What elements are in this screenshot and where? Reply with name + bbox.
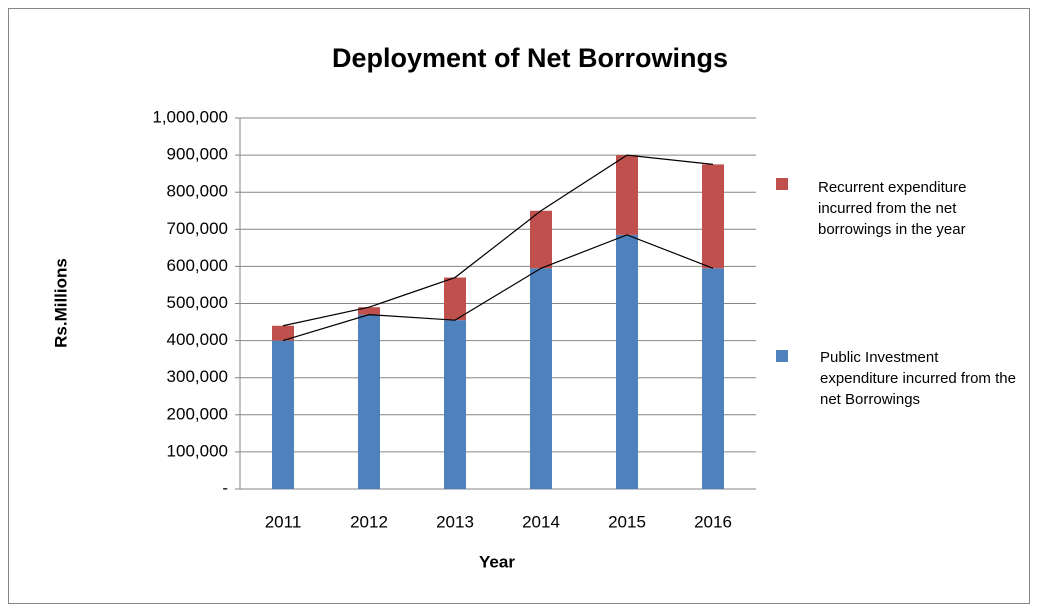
bar-segment bbox=[702, 268, 724, 489]
x-tick-label: 2014 bbox=[522, 512, 560, 531]
legend-swatch bbox=[776, 178, 788, 190]
chart-title: Deployment of Net Borrowings bbox=[332, 43, 728, 73]
y-tick-label: 100,000 bbox=[167, 441, 228, 460]
x-tick-label: 2012 bbox=[350, 512, 388, 531]
bar-segment bbox=[616, 155, 638, 235]
x-axis-title: Year bbox=[479, 552, 515, 571]
y-axis-title: Rs.Millions bbox=[51, 258, 70, 348]
bar-segment bbox=[530, 268, 552, 489]
bar-segment bbox=[616, 234, 638, 489]
bar-segment bbox=[358, 307, 380, 315]
legend-label: Recurrent expenditure incurred from the … bbox=[818, 179, 967, 238]
chart-border bbox=[8, 8, 1030, 604]
x-tick-label: 2015 bbox=[608, 512, 646, 531]
bar-segment bbox=[272, 325, 294, 341]
bar-segment bbox=[530, 210, 552, 269]
y-tick-label: 400,000 bbox=[167, 330, 228, 349]
y-tick-label: 1,000,000 bbox=[152, 107, 228, 126]
bar-segment bbox=[444, 320, 466, 489]
y-tick-label: 900,000 bbox=[167, 145, 228, 164]
legend-label: Public Investment expenditure incurred f… bbox=[820, 349, 1016, 408]
x-tick-label: 2013 bbox=[436, 512, 474, 531]
x-tick-label: 2011 bbox=[265, 512, 302, 531]
bar-segment bbox=[444, 277, 466, 321]
y-tick-label: - bbox=[222, 478, 228, 497]
x-tick-label: 2016 bbox=[694, 512, 732, 531]
bar-segment bbox=[358, 314, 380, 489]
y-tick-label: 200,000 bbox=[167, 404, 228, 423]
bar-segment bbox=[702, 164, 724, 269]
y-tick-label: 600,000 bbox=[167, 256, 228, 275]
series-line bbox=[282, 234, 714, 342]
y-tick-label: 500,000 bbox=[167, 293, 228, 312]
y-tick-label: 700,000 bbox=[167, 219, 228, 238]
y-tick-label: 800,000 bbox=[167, 182, 228, 201]
legend-swatch bbox=[776, 350, 788, 362]
bar-segment bbox=[272, 340, 294, 489]
y-tick-label: 300,000 bbox=[167, 367, 228, 386]
series-line bbox=[282, 154, 714, 327]
